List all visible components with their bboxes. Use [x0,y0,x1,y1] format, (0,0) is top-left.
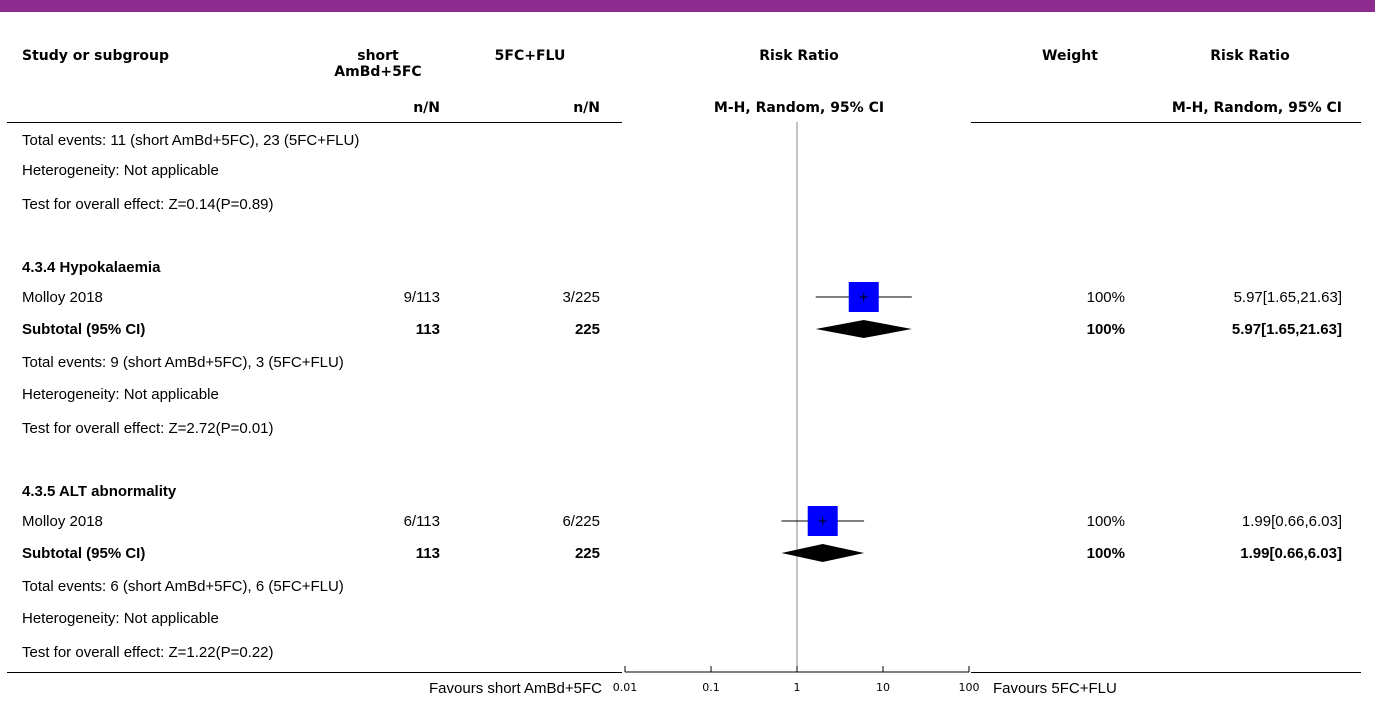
header-study: Study or subgroup [22,48,170,64]
subtotal-group1: 113 [415,545,440,562]
x-tick-label: 100 [959,681,980,694]
subheader-group1: n/N [413,100,440,116]
study-ci-text: 5.97[1.65,21.63] [1233,289,1342,306]
subtotal-diamond [781,544,865,562]
subtotal-ci-text: 5.97[1.65,21.63] [1231,321,1342,338]
subtotal-diamond [815,320,912,338]
study-ci-text: 1.99[0.66,6.03] [1241,513,1342,530]
subtotal-ci-text: 1.99[0.66,6.03] [1240,545,1342,562]
top-accent-bar [0,0,1375,12]
subtotal-label: Subtotal (95% CI) [22,545,146,562]
header-group1-line1: short [357,48,399,64]
favours-right-label: Favours 5FC+FLU [993,680,1117,697]
header-weight: Weight [1042,48,1098,64]
note-total-events: Total events: 6 (short AmBd+5FC), 6 (5FC… [22,578,344,595]
study-name: Molloy 2018 [22,289,103,306]
x-tick-label: 0.1 [702,681,720,694]
subgroup-heading: 4.3.5 ALT abnormality [22,483,177,500]
subtotal-label: Subtotal (95% CI) [22,321,146,338]
header-rule-left [7,122,622,123]
subgroup-heading: 4.3.4 Hypokalaemia [22,259,161,276]
header-group1-line2: AmBd+5FC [334,64,422,80]
subheader-plot: M-H, Random, 95% CI [713,100,885,116]
study-name: Molloy 2018 [22,513,103,530]
note-overall-effect: Test for overall effect: Z=1.22(P=0.22) [22,644,274,661]
x-tick-label: 10 [876,681,890,694]
subtotal-group2: 225 [574,545,600,562]
study-weight: 100% [1086,289,1125,306]
header-group2: 5FC+FLU [494,48,566,64]
x-tick-label: 1 [794,681,801,694]
bottom-rule-right [971,672,1361,673]
x-tick-label: 0.01 [613,681,638,694]
bottom-rule-left [7,672,622,673]
study-group2-value: 6/225 [562,513,600,530]
note-heterogeneity: Heterogeneity: Not applicable [22,386,219,403]
study-group1-value: 6/113 [403,513,440,530]
note-heterogeneity: Heterogeneity: Not applicable [22,610,219,627]
subheader-group2: n/N [573,100,600,116]
study-group1-value: 9/113 [403,289,440,306]
subtotal-group1: 113 [415,321,440,338]
header-ci: Risk Ratio [1210,48,1290,64]
subtotal-group2: 225 [574,321,600,338]
note-total-events: Total events: 9 (short AmBd+5FC), 3 (5FC… [22,354,344,371]
header-plot: Risk Ratio [759,48,839,64]
subtotal-weight: 100% [1086,321,1125,338]
x-axis-ticks: 0.01 0.1 1 10 100 [613,666,980,694]
plot-marks [781,282,912,562]
study-weight: 100% [1086,513,1125,530]
note-total-events: Total events: 11 (short AmBd+5FC), 23 (5… [22,132,360,149]
subheader-ci: M-H, Random, 95% CI [1171,100,1342,116]
subtotal-weight: 100% [1086,545,1125,562]
study-group2-value: 3/225 [562,289,600,306]
note-overall-effect: Test for overall effect: Z=0.14(P=0.89) [22,196,274,213]
favours-left-label: Favours short AmBd+5FC [429,680,602,697]
header-rule-right [971,122,1361,123]
note-heterogeneity: Heterogeneity: Not applicable [22,162,219,179]
note-overall-effect: Test for overall effect: Z=2.72(P=0.01) [22,420,274,437]
